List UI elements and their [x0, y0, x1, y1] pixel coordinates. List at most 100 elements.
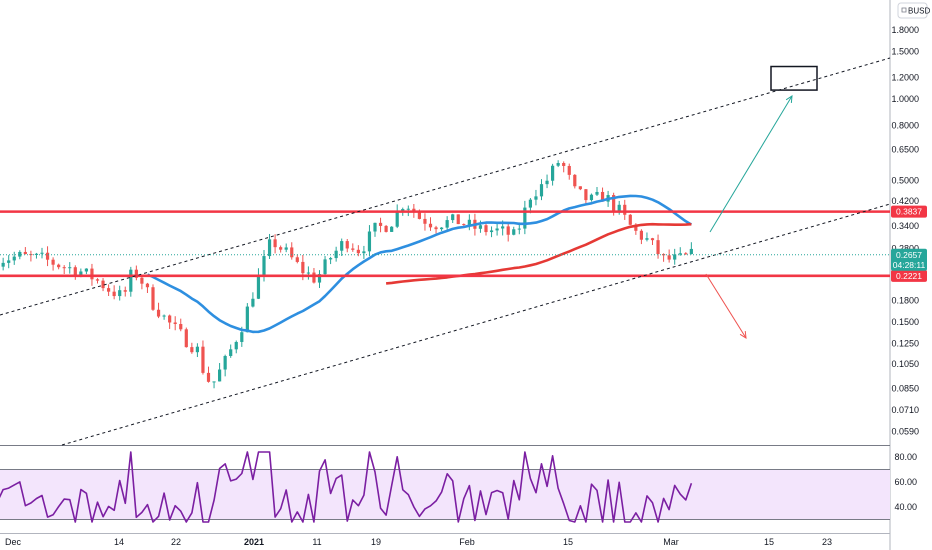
- price-tick-label: 0.1500: [891, 317, 919, 327]
- candle-body: [501, 226, 505, 229]
- candle: [589, 193, 594, 202]
- candle-body: [684, 253, 688, 255]
- candle: [506, 222, 510, 242]
- candle: [1, 257, 5, 271]
- candle: [7, 255, 11, 269]
- candle-body: [401, 209, 405, 212]
- channel-upper-line: [0, 57, 891, 316]
- candle-body: [295, 257, 299, 262]
- candle-body: [179, 324, 183, 330]
- price-tick-label: 0.6500: [891, 145, 919, 155]
- candle: [456, 214, 460, 225]
- candle-body: [262, 256, 266, 275]
- time-tick-label: 23: [822, 537, 832, 547]
- candle: [684, 252, 688, 255]
- candle: [562, 161, 566, 173]
- candle-body: [140, 277, 144, 284]
- candle: [323, 256, 327, 276]
- candle: [484, 222, 488, 236]
- candle-body: [534, 196, 538, 200]
- candle: [578, 186, 582, 191]
- candle: [539, 179, 544, 201]
- projection-line: [705, 273, 747, 339]
- candle: [156, 302, 161, 319]
- candle: [390, 226, 394, 232]
- candle-body: [512, 229, 516, 235]
- price-tick-label: 1.0000: [891, 94, 919, 104]
- candle-body: [51, 259, 55, 265]
- projection-arrow-up: [709, 95, 793, 233]
- candle-body: [589, 194, 594, 201]
- candle-body: [478, 225, 483, 229]
- last-price-box: [891, 248, 927, 271]
- candle: [567, 163, 571, 180]
- candle-body: [489, 230, 494, 233]
- candle-body: [495, 228, 499, 231]
- projection-arrowhead: [785, 95, 793, 104]
- candle-body: [378, 222, 383, 226]
- candle: [595, 187, 599, 196]
- candle-body: [218, 369, 222, 382]
- candle-body: [506, 226, 510, 235]
- candle-body: [373, 222, 377, 232]
- candle: [223, 354, 227, 377]
- candle: [251, 292, 255, 308]
- time-tick-label: 11: [312, 537, 321, 547]
- candle: [57, 263, 61, 270]
- time-axis: Dec 14 22 2021 11 19 Feb 15 Mar 15 23: [5, 537, 832, 547]
- price-tick-label: 0.2800: [891, 244, 919, 254]
- candle-body: [162, 315, 166, 317]
- price-tick-label: 0.1050: [891, 359, 919, 369]
- projection-arrow-down: [705, 273, 747, 339]
- candle-body: [267, 239, 272, 257]
- candle: [673, 248, 677, 265]
- candle-body: [456, 214, 460, 225]
- candle-body: [1, 262, 5, 267]
- candle-body: [201, 346, 205, 373]
- candle: [51, 257, 55, 271]
- candle: [118, 285, 122, 301]
- time-tick-label: 15: [563, 537, 573, 547]
- price-tick-label: 1.8000: [891, 25, 919, 35]
- candle: [623, 199, 627, 220]
- candle: [656, 234, 660, 259]
- price-tick-label: 0.1800: [891, 296, 919, 306]
- candle: [112, 285, 116, 300]
- rsi-pane: [0, 451, 890, 523]
- candle: [434, 225, 438, 234]
- level-badge-label: 0.2221: [896, 271, 922, 281]
- candle-body: [173, 322, 177, 325]
- candle: [689, 242, 693, 255]
- candle-body: [68, 267, 72, 269]
- candle: [545, 174, 549, 189]
- candle: [340, 238, 344, 257]
- price-tick-label: 0.0590: [891, 427, 919, 437]
- candle-body: [362, 251, 366, 254]
- candle-body: [107, 288, 111, 292]
- candlestick-series: [1, 160, 693, 389]
- candle-body: [345, 241, 349, 249]
- candle: [345, 238, 349, 253]
- candle-body: [634, 224, 638, 231]
- candle-body: [84, 268, 88, 272]
- candle-body: [95, 279, 100, 281]
- candle-body: [445, 220, 449, 228]
- price-axis: 21.80001.50001.20001.00000.80000.65000.5…: [891, 3, 919, 437]
- candle: [306, 266, 310, 280]
- candle-body: [206, 372, 211, 382]
- candle: [428, 217, 433, 231]
- candle-body: [678, 253, 682, 255]
- candle: [556, 160, 560, 168]
- moving-average-short: [146, 194, 693, 334]
- candle-body: [390, 226, 394, 232]
- candle-body: [600, 191, 605, 202]
- candle: [151, 284, 155, 311]
- candle: [667, 249, 671, 263]
- candle: [290, 242, 294, 260]
- candle-body: [284, 247, 288, 250]
- candle: [317, 270, 322, 289]
- candle: [378, 217, 383, 233]
